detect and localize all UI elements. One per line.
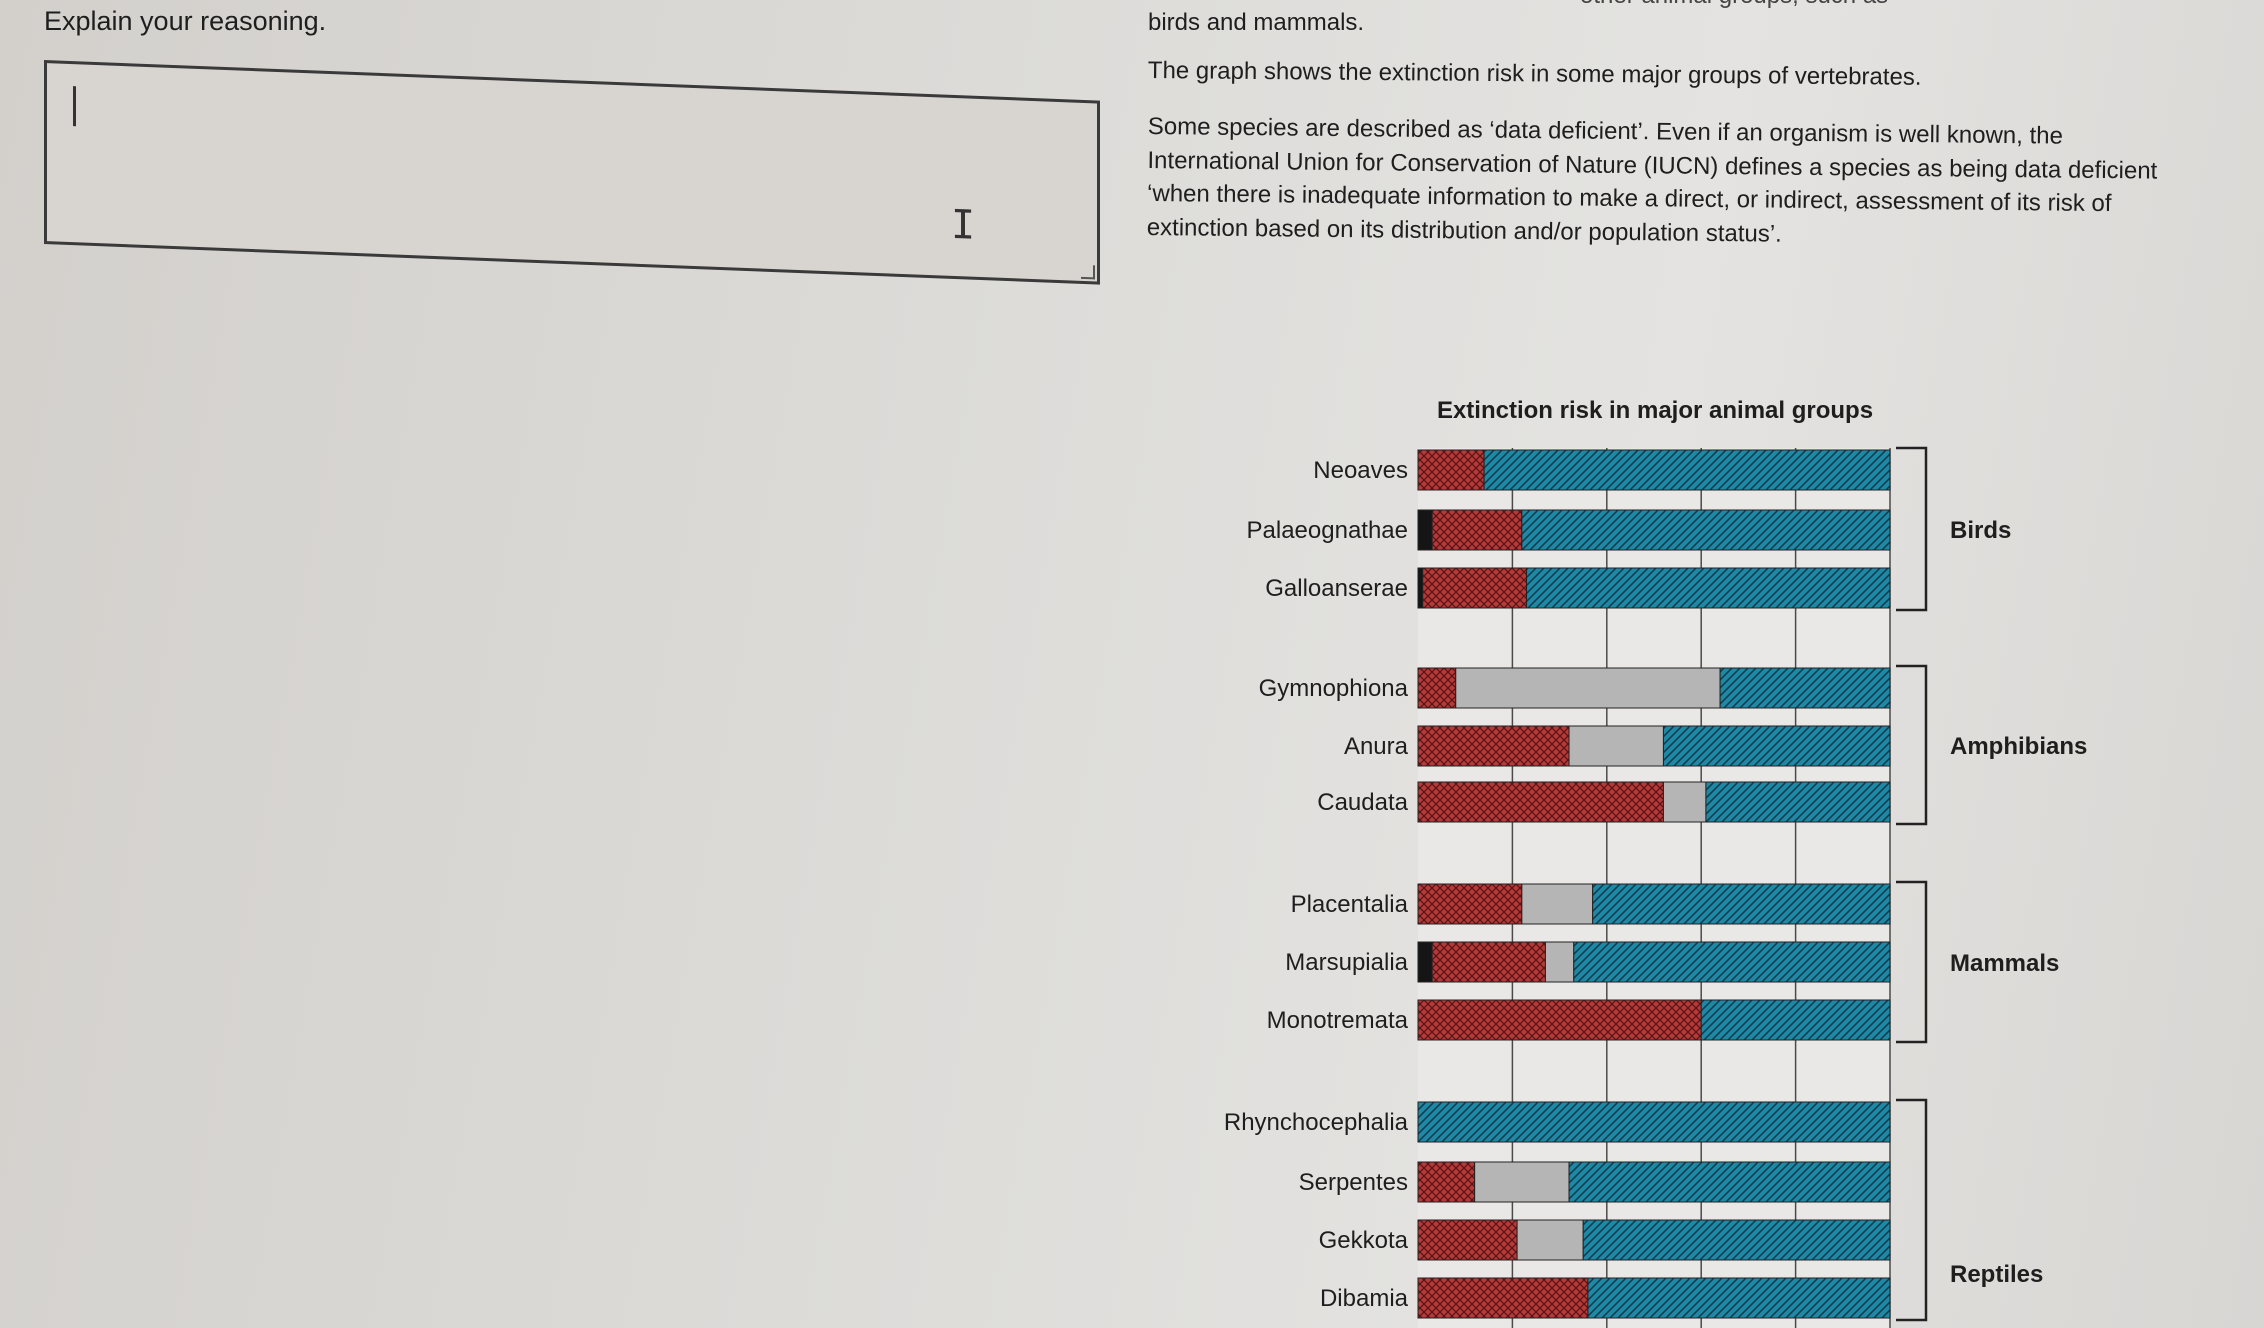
bar-threatened <box>1417 449 1485 491</box>
bar-not-threatened <box>1719 667 1891 709</box>
bar-threatened <box>1417 883 1523 925</box>
bar-not-threatened <box>1587 1277 1891 1319</box>
bar-not-threatened <box>1582 1219 1891 1261</box>
text-line-1: birds and mammals. <box>1148 9 1365 36</box>
category-label: Placentalia <box>1291 891 1409 918</box>
bar-not-threatened <box>1573 941 1891 983</box>
bar-data-deficient <box>1544 941 1575 983</box>
bar-threatened <box>1417 1219 1518 1261</box>
group-label: Mammals <box>1950 950 2059 977</box>
bar-data-deficient <box>1521 883 1594 925</box>
chart-title: Extinction risk in major animal groups <box>1437 397 1873 424</box>
bar-not-threatened <box>1521 509 1891 551</box>
bar-not-threatened <box>1700 999 1891 1041</box>
group-label: Reptiles <box>1950 1261 2043 1288</box>
bar-data-deficient <box>1474 1161 1570 1203</box>
bar-threatened <box>1417 667 1457 709</box>
bar-threatened <box>1417 1161 1476 1203</box>
category-label: Dibamia <box>1320 1285 1409 1312</box>
bar-not-threatened <box>1705 781 1891 823</box>
category-label: Neoaves <box>1313 457 1408 484</box>
bar-not-threatened <box>1483 449 1891 491</box>
bar-extinct <box>1417 941 1433 983</box>
group-bracket <box>1896 446 1928 612</box>
bar-extinct <box>1417 509 1433 551</box>
category-label: Galloanserae <box>1265 575 1408 602</box>
category-label: Anura <box>1344 733 1409 760</box>
bar-threatened <box>1431 941 1546 983</box>
bar-not-threatened <box>1417 1101 1891 1143</box>
category-label: Caudata <box>1317 789 1408 816</box>
bar-data-deficient <box>1662 781 1707 823</box>
group-label: Amphibians <box>1950 733 2087 760</box>
category-label: Gekkota <box>1319 1227 1409 1254</box>
bar-extinct <box>1417 567 1424 609</box>
cut-off-text: other animal groups, such as <box>1580 0 1888 10</box>
bar-data-deficient <box>1568 725 1664 767</box>
category-label: Monotremata <box>1267 1007 1409 1034</box>
bar-threatened <box>1417 781 1664 823</box>
group-bracket <box>1896 880 1928 1044</box>
question-prompt: Explain your reasoning. <box>44 6 327 36</box>
bar-data-deficient <box>1455 667 1721 709</box>
bar-data-deficient <box>1516 1219 1584 1261</box>
category-label: Rhynchocephalia <box>1224 1109 1409 1136</box>
group-bracket <box>1896 1098 1928 1322</box>
bar-not-threatened <box>1526 567 1891 609</box>
bar-not-threatened <box>1568 1161 1891 1203</box>
bar-threatened <box>1417 999 1702 1041</box>
category-label: Palaeognathae <box>1247 517 1408 544</box>
group-bracket <box>1896 664 1928 826</box>
bar-threatened <box>1431 509 1523 551</box>
category-label: Marsupialia <box>1285 949 1408 976</box>
bar-threatened <box>1422 567 1528 609</box>
bar-threatened <box>1417 1277 1589 1319</box>
category-label: Serpentes <box>1299 1169 1408 1196</box>
category-label: Gymnophiona <box>1259 675 1409 702</box>
bar-not-threatened <box>1662 725 1891 767</box>
group-label: Birds <box>1950 517 2011 544</box>
bar-not-threatened <box>1592 883 1891 925</box>
bar-threatened <box>1417 725 1570 767</box>
